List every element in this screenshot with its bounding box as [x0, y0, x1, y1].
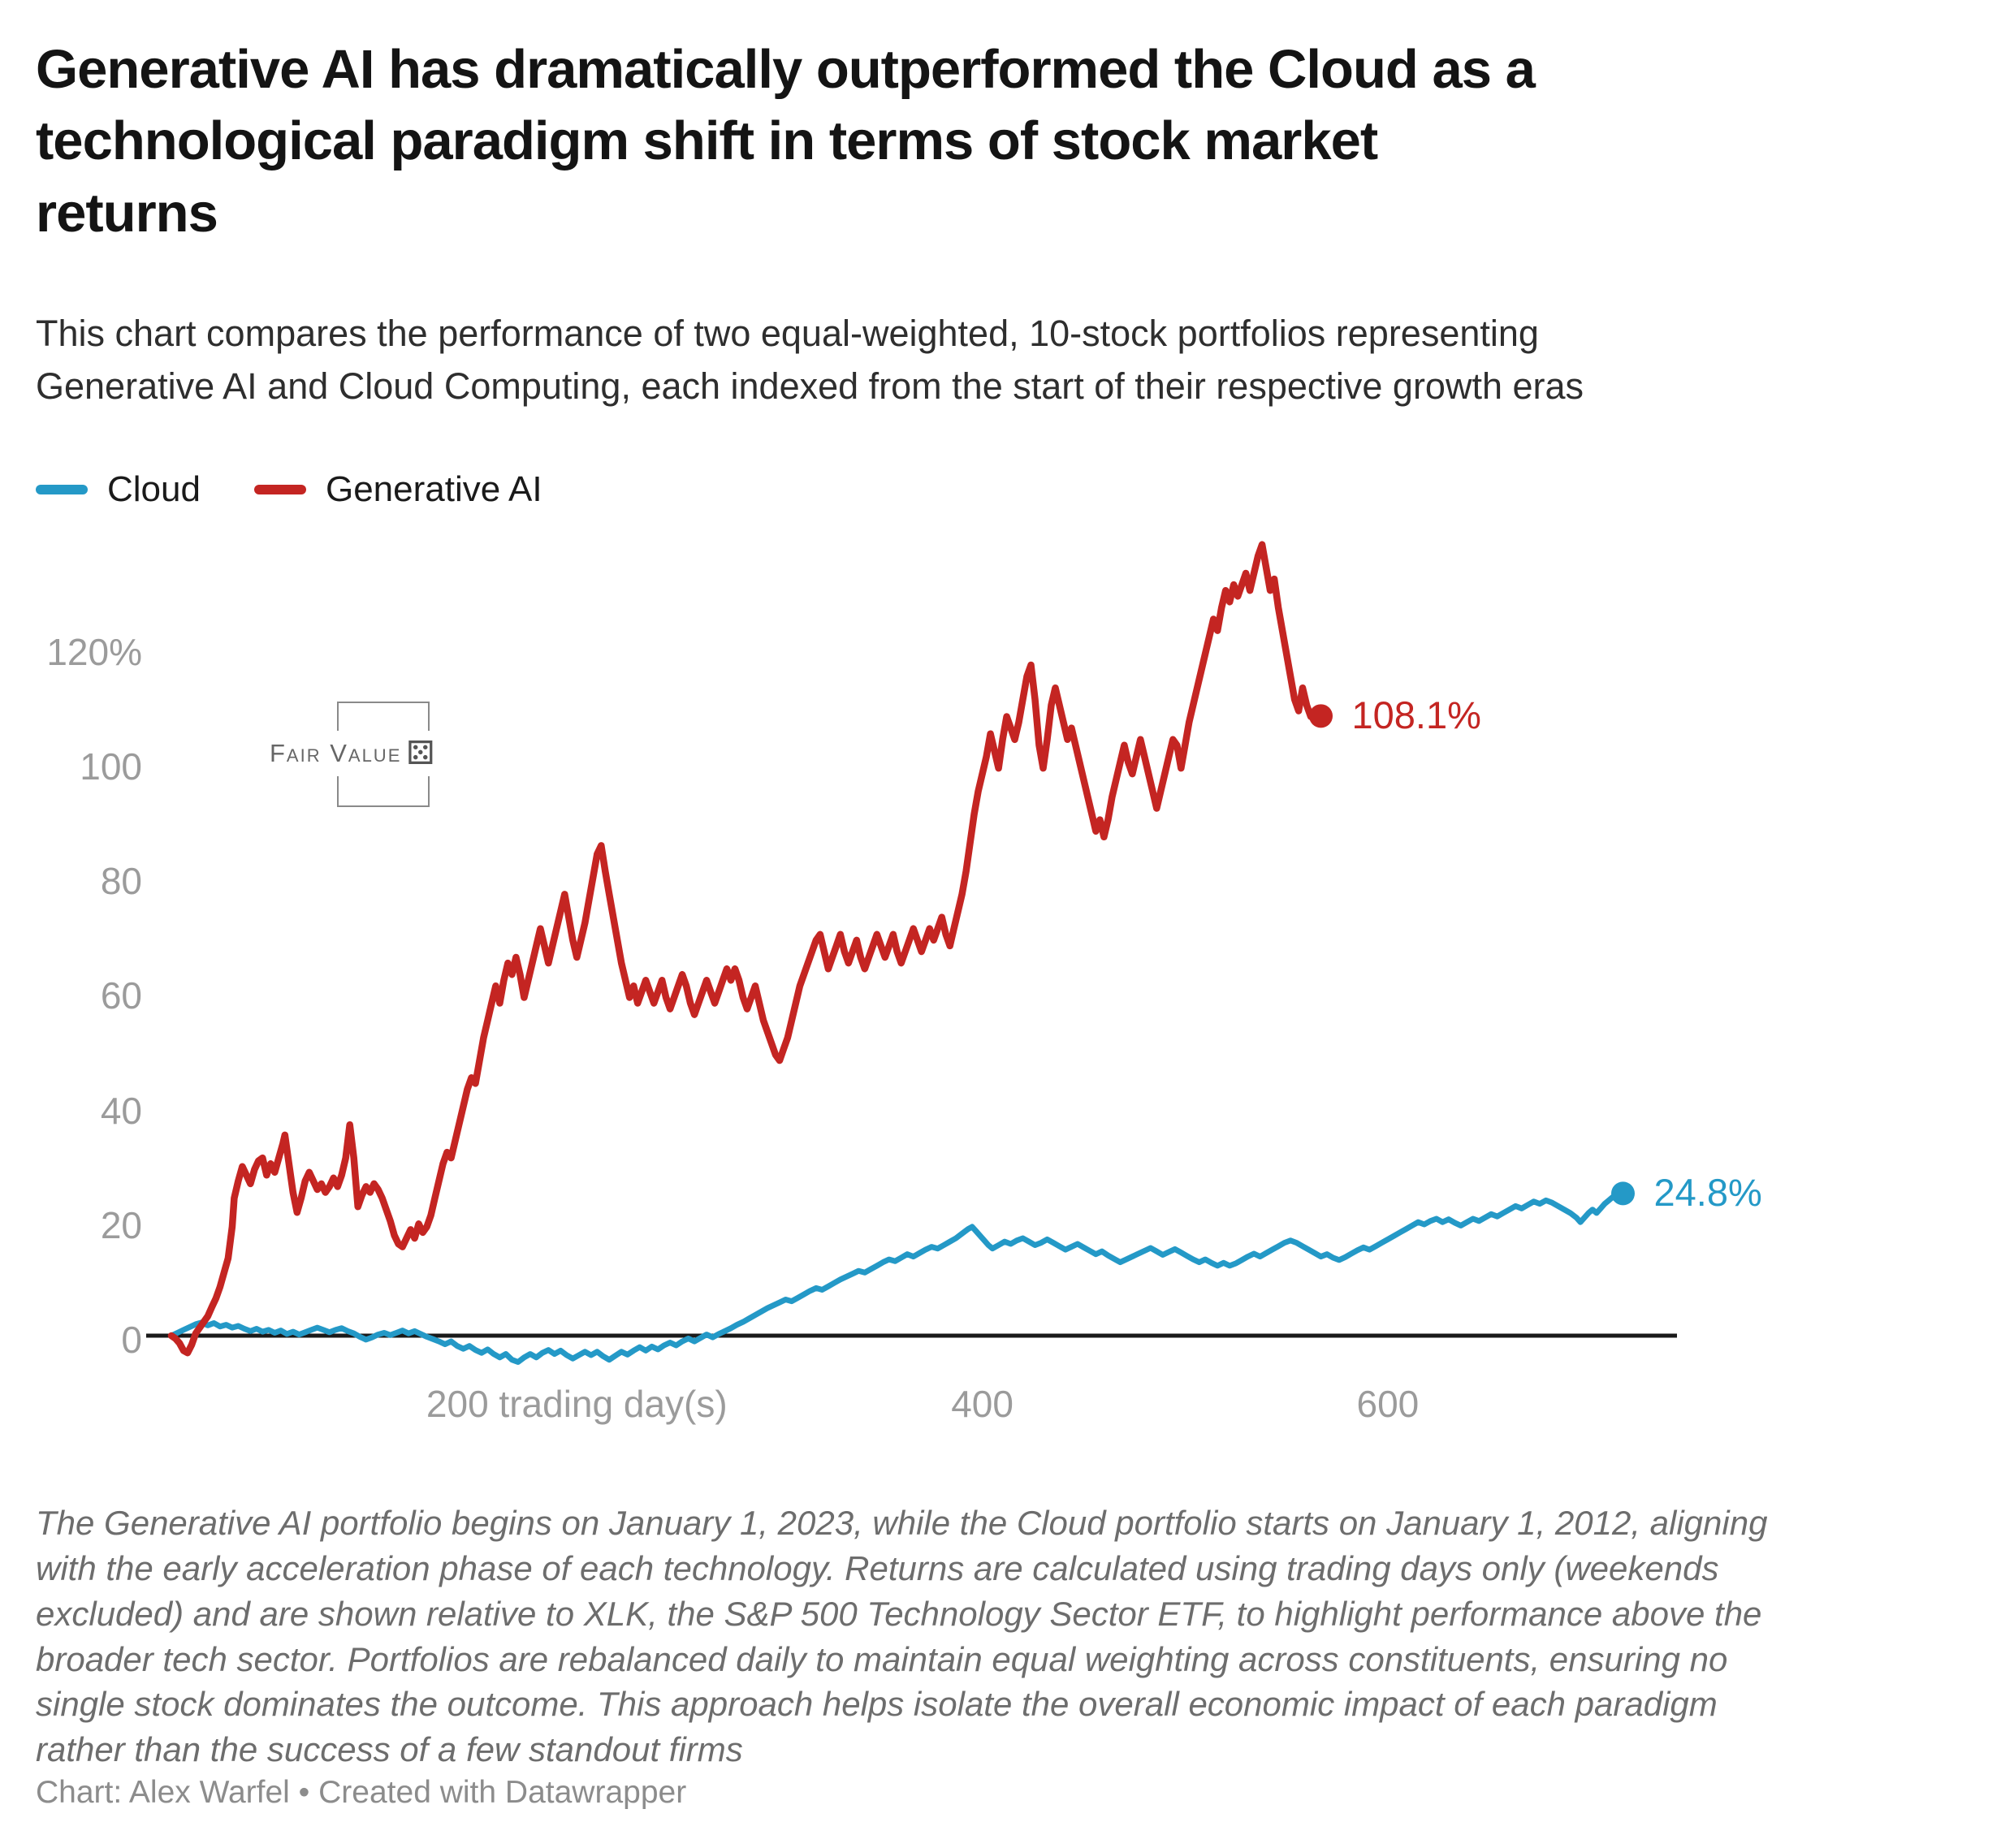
dice-icon: ⚄ — [406, 736, 435, 771]
footnote-line: rather than the success of a few standou… — [36, 1730, 743, 1769]
cloud-end-value-label: 24.8% — [1653, 1170, 1762, 1214]
page-title: Generative AI has dramatically outperfor… — [36, 34, 1978, 249]
y-axis-tick-label: 20 — [100, 1203, 142, 1246]
y-axis-tick-label: 40 — [100, 1089, 142, 1132]
generative-ai-end-value-label: 108.1% — [1351, 693, 1481, 736]
legend-item-generative-ai: Generative AI — [253, 469, 542, 510]
generative-ai-line[interactable] — [167, 541, 1325, 1357]
footnote-line: broader tech sector. Portfolios are reba… — [36, 1639, 1728, 1678]
subtitle-line: This chart compares the performance of t… — [36, 313, 1539, 354]
y-axis-tick-label: 60 — [100, 974, 142, 1017]
y-axis-tick-label: 100 — [80, 745, 142, 788]
legend-item-cloud: Cloud — [36, 469, 201, 510]
footnote-line: The Generative AI portfolio begins on Ja… — [36, 1504, 1768, 1542]
y-axis-tick-label: 80 — [100, 860, 142, 903]
chart-footnote: The Generative AI portfolio begins on Ja… — [36, 1500, 1985, 1772]
footnote-line: with the early acceleration phase of eac… — [36, 1548, 1719, 1587]
y-axis-tick-label: 0 — [121, 1319, 142, 1361]
chart-subtitle: This chart compares the performance of t… — [36, 307, 1978, 413]
title-line: technological paradigm shift in terms of… — [36, 110, 1378, 172]
y-axis-tick-label: 120% — [46, 630, 142, 673]
chart-legend: Cloud Generative AI — [36, 469, 542, 510]
subtitle-line: Generative AI and Cloud Computing, each … — [36, 365, 1584, 408]
legend-label: Cloud — [107, 469, 201, 509]
fair-value-logo: Fair Value ⚄ — [265, 731, 440, 776]
credit-line: Chart: Alex Warfel • Created with Datawr… — [36, 1775, 687, 1810]
x-axis-tick-label: 600 — [1356, 1383, 1420, 1425]
fair-value-logo-text: Fair Value — [270, 739, 402, 767]
title-line: Generative AI has dramatically outperfor… — [36, 39, 1536, 100]
cloud-end-dot[interactable] — [1610, 1181, 1635, 1206]
x-axis-tick-label: 200 trading day(s) — [426, 1383, 728, 1425]
x-axis-tick-label: 400 — [951, 1383, 1013, 1425]
title-line: returns — [36, 182, 218, 244]
generative-ai-line-swatch-icon — [253, 485, 306, 494]
cloud-line-swatch-icon — [36, 485, 88, 494]
cloud-line[interactable] — [168, 1190, 1626, 1365]
footnote-line: excluded) and are shown relative to XLK,… — [36, 1594, 1762, 1633]
generative-ai-end-dot[interactable] — [1309, 704, 1333, 728]
footnote-line: single stock dominates the outcome. This… — [36, 1685, 1718, 1724]
legend-label: Generative AI — [325, 469, 542, 509]
